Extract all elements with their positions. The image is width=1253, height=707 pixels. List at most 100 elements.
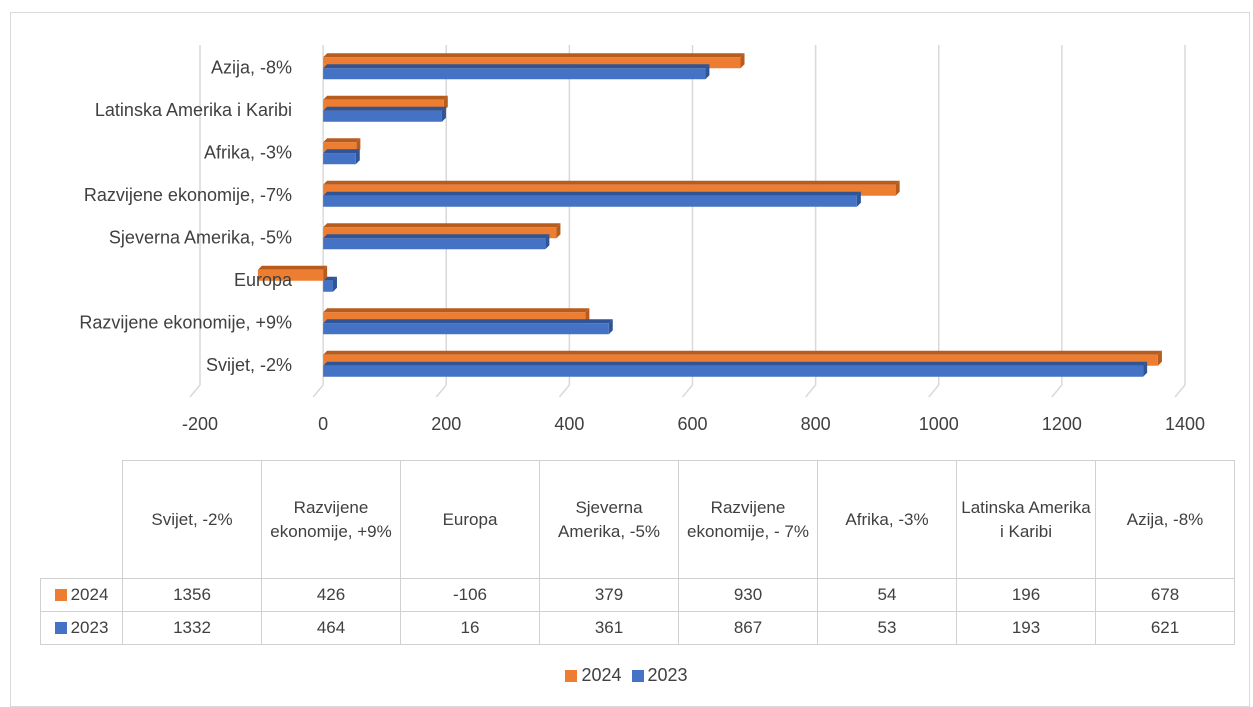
table-column-header: Afrika, -3% <box>817 460 957 579</box>
table-column-header: Sjeverna Amerika, -5% <box>539 460 679 579</box>
bar-2024-side <box>556 223 561 239</box>
legend: 2024 2023 <box>0 665 1253 686</box>
x-tick-label: 800 <box>801 414 831 434</box>
category-label: Sjeverna Amerika, -5% <box>109 227 292 247</box>
table-cell: 621 <box>1095 611 1235 645</box>
x-tick-label: 200 <box>431 414 461 434</box>
category-label: Razvijene ekonomije, +9% <box>79 312 292 332</box>
table-cell: 930 <box>678 578 818 612</box>
data-table: Svijet, -2% Razvijene ekonomije, +9% Europ… <box>40 460 1235 645</box>
bar-2024 <box>323 99 444 111</box>
bar-2024-top <box>323 223 561 228</box>
table-cell: 53 <box>817 611 957 645</box>
legend-label: 2024 <box>581 665 622 685</box>
table-cell: 193 <box>956 611 1096 645</box>
category-label: Europa <box>234 270 293 290</box>
bar-2024-side <box>1157 350 1162 366</box>
table-cell: -106 <box>400 578 540 612</box>
bar-2023-top <box>323 106 446 111</box>
bar-2024 <box>323 57 741 69</box>
bar-2024-side <box>323 265 328 281</box>
table-row: 2024 1356 426 -106 379 930 54 196 678 <box>40 578 1235 612</box>
floor-tick <box>805 384 817 398</box>
bar-2023-top <box>323 64 710 69</box>
series-name: 2024 <box>70 585 109 604</box>
table-column-header: Europa <box>400 460 540 579</box>
floor-tick <box>1174 384 1186 398</box>
floor-tick <box>928 384 940 398</box>
bar-2024-side <box>740 53 745 69</box>
table-cell: 361 <box>539 611 679 645</box>
table-cell: 16 <box>400 611 540 645</box>
bar-2023-top <box>323 149 360 154</box>
table-column-header: Latinska Amerika i Karibi <box>956 460 1096 579</box>
bar-2023-top <box>323 319 613 324</box>
bar-2023-top <box>323 276 337 281</box>
x-tick-label: -200 <box>182 414 218 434</box>
bar-2024-side <box>895 180 900 196</box>
x-tick-label: 600 <box>677 414 707 434</box>
bar-chart: -200 0 200 400 600 800 1000 1200 1400 Svijet, -2%… <box>79 45 1205 434</box>
table-column-header: Razvijene ekonomije, +9% <box>261 460 401 579</box>
bar-2024-top <box>323 53 745 58</box>
floor-tick <box>681 384 694 398</box>
bar-2023 <box>323 110 442 122</box>
legend-item: 2024 <box>565 665 622 686</box>
bar-2023-side <box>856 191 861 207</box>
floor-tick <box>189 384 201 398</box>
category-label: Svijet, -2% <box>206 355 292 375</box>
bar-2023-side <box>355 149 360 165</box>
bar-2024 <box>257 269 324 281</box>
category-label: Azija, -8% <box>211 57 292 77</box>
bar-2024-top <box>323 95 448 100</box>
bar-2023 <box>323 153 356 165</box>
legend-swatch <box>54 622 67 634</box>
table-cell: 678 <box>1095 578 1235 612</box>
bar-2023-side <box>608 319 613 335</box>
bar-2024-top <box>323 308 590 313</box>
bar-2023-top <box>323 361 1148 366</box>
table-row-header: 2023 <box>40 611 123 645</box>
legend-swatch <box>565 670 578 682</box>
table-column-header: Azija, -8% <box>1095 460 1235 579</box>
bar-2024 <box>323 227 557 239</box>
legend-label: 2023 <box>647 665 688 685</box>
legend-swatch <box>631 670 644 682</box>
bar-2023 <box>323 280 333 292</box>
bar-2023-side <box>705 64 710 80</box>
bar-2023-side <box>441 106 446 122</box>
table-cell: 867 <box>678 611 818 645</box>
bar-2024 <box>323 142 357 154</box>
table-column-header: Razvijene ekonomije, - 7% <box>678 460 818 579</box>
table-row-header: 2024 <box>40 578 123 612</box>
bar-2024 <box>323 184 896 196</box>
table-cell: 196 <box>956 578 1096 612</box>
table-cell: 1332 <box>122 611 262 645</box>
table-cell: 426 <box>261 578 401 612</box>
bar-2023-top <box>323 191 861 196</box>
bar-2023 <box>323 238 546 250</box>
table-cell: 379 <box>539 578 679 612</box>
bar-2023-side <box>545 234 550 250</box>
floor-tick <box>312 384 324 398</box>
category-label: Afrika, -3% <box>204 142 292 162</box>
legend-swatch <box>54 589 67 601</box>
bar-2024-top <box>323 350 1162 355</box>
floor-tick <box>1051 384 1063 398</box>
x-tick-label: 1000 <box>919 414 959 434</box>
category-label: Razvijene ekonomije, -7% <box>84 185 292 205</box>
bar-2023-side <box>1143 361 1148 377</box>
table-cell: 464 <box>261 611 401 645</box>
x-tick-label: 0 <box>318 414 328 434</box>
table-cell: 1356 <box>122 578 262 612</box>
category-label: Latinska Amerika i Karibi <box>95 100 292 120</box>
floor-tick <box>558 384 570 398</box>
bar-2023 <box>323 68 706 80</box>
table-corner <box>40 460 123 579</box>
bar-2023-side <box>332 276 337 292</box>
bar-2023 <box>323 195 857 207</box>
bar-2023 <box>323 323 609 335</box>
x-tick-label: 1200 <box>1042 414 1082 434</box>
table-cell: 54 <box>817 578 957 612</box>
legend-item: 2023 <box>631 665 688 686</box>
